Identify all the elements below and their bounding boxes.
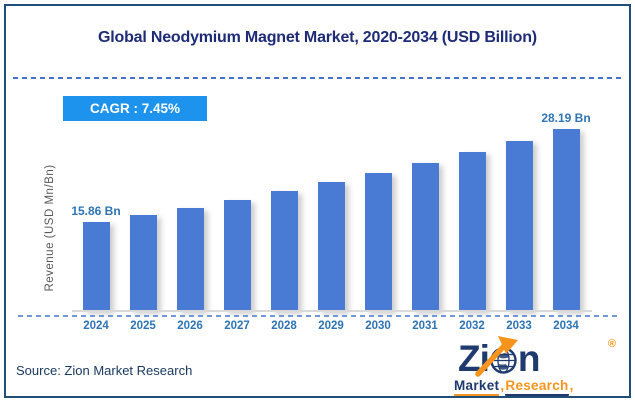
cagr-badge: CAGR : 7.45% [63,96,207,121]
logo-subtitle: Market, Research, [454,378,575,396]
x-axis-baseline [72,309,592,312]
logo-letter-i: i [479,338,490,379]
logo-comma: , [500,378,505,393]
source-text: Source: Zion Market Research [16,363,193,378]
logo-letter-z: Z [458,338,481,379]
logo-research-text: Research [505,378,569,396]
growth-arrow-icon [475,336,518,377]
registered-trademark: ® [607,338,616,350]
logo-letter-n: n [517,338,541,379]
chart-title: Global Neodymium Magnet Market, 2020-203… [98,29,537,46]
title-dashed-separator [13,77,621,79]
logo-comma-trailing: , [569,378,574,393]
logo-market-text: Market [454,378,500,396]
y-axis-label: Revenue (USD Mn/Bn) [44,164,56,292]
x-axis-dashed-line [18,315,619,317]
